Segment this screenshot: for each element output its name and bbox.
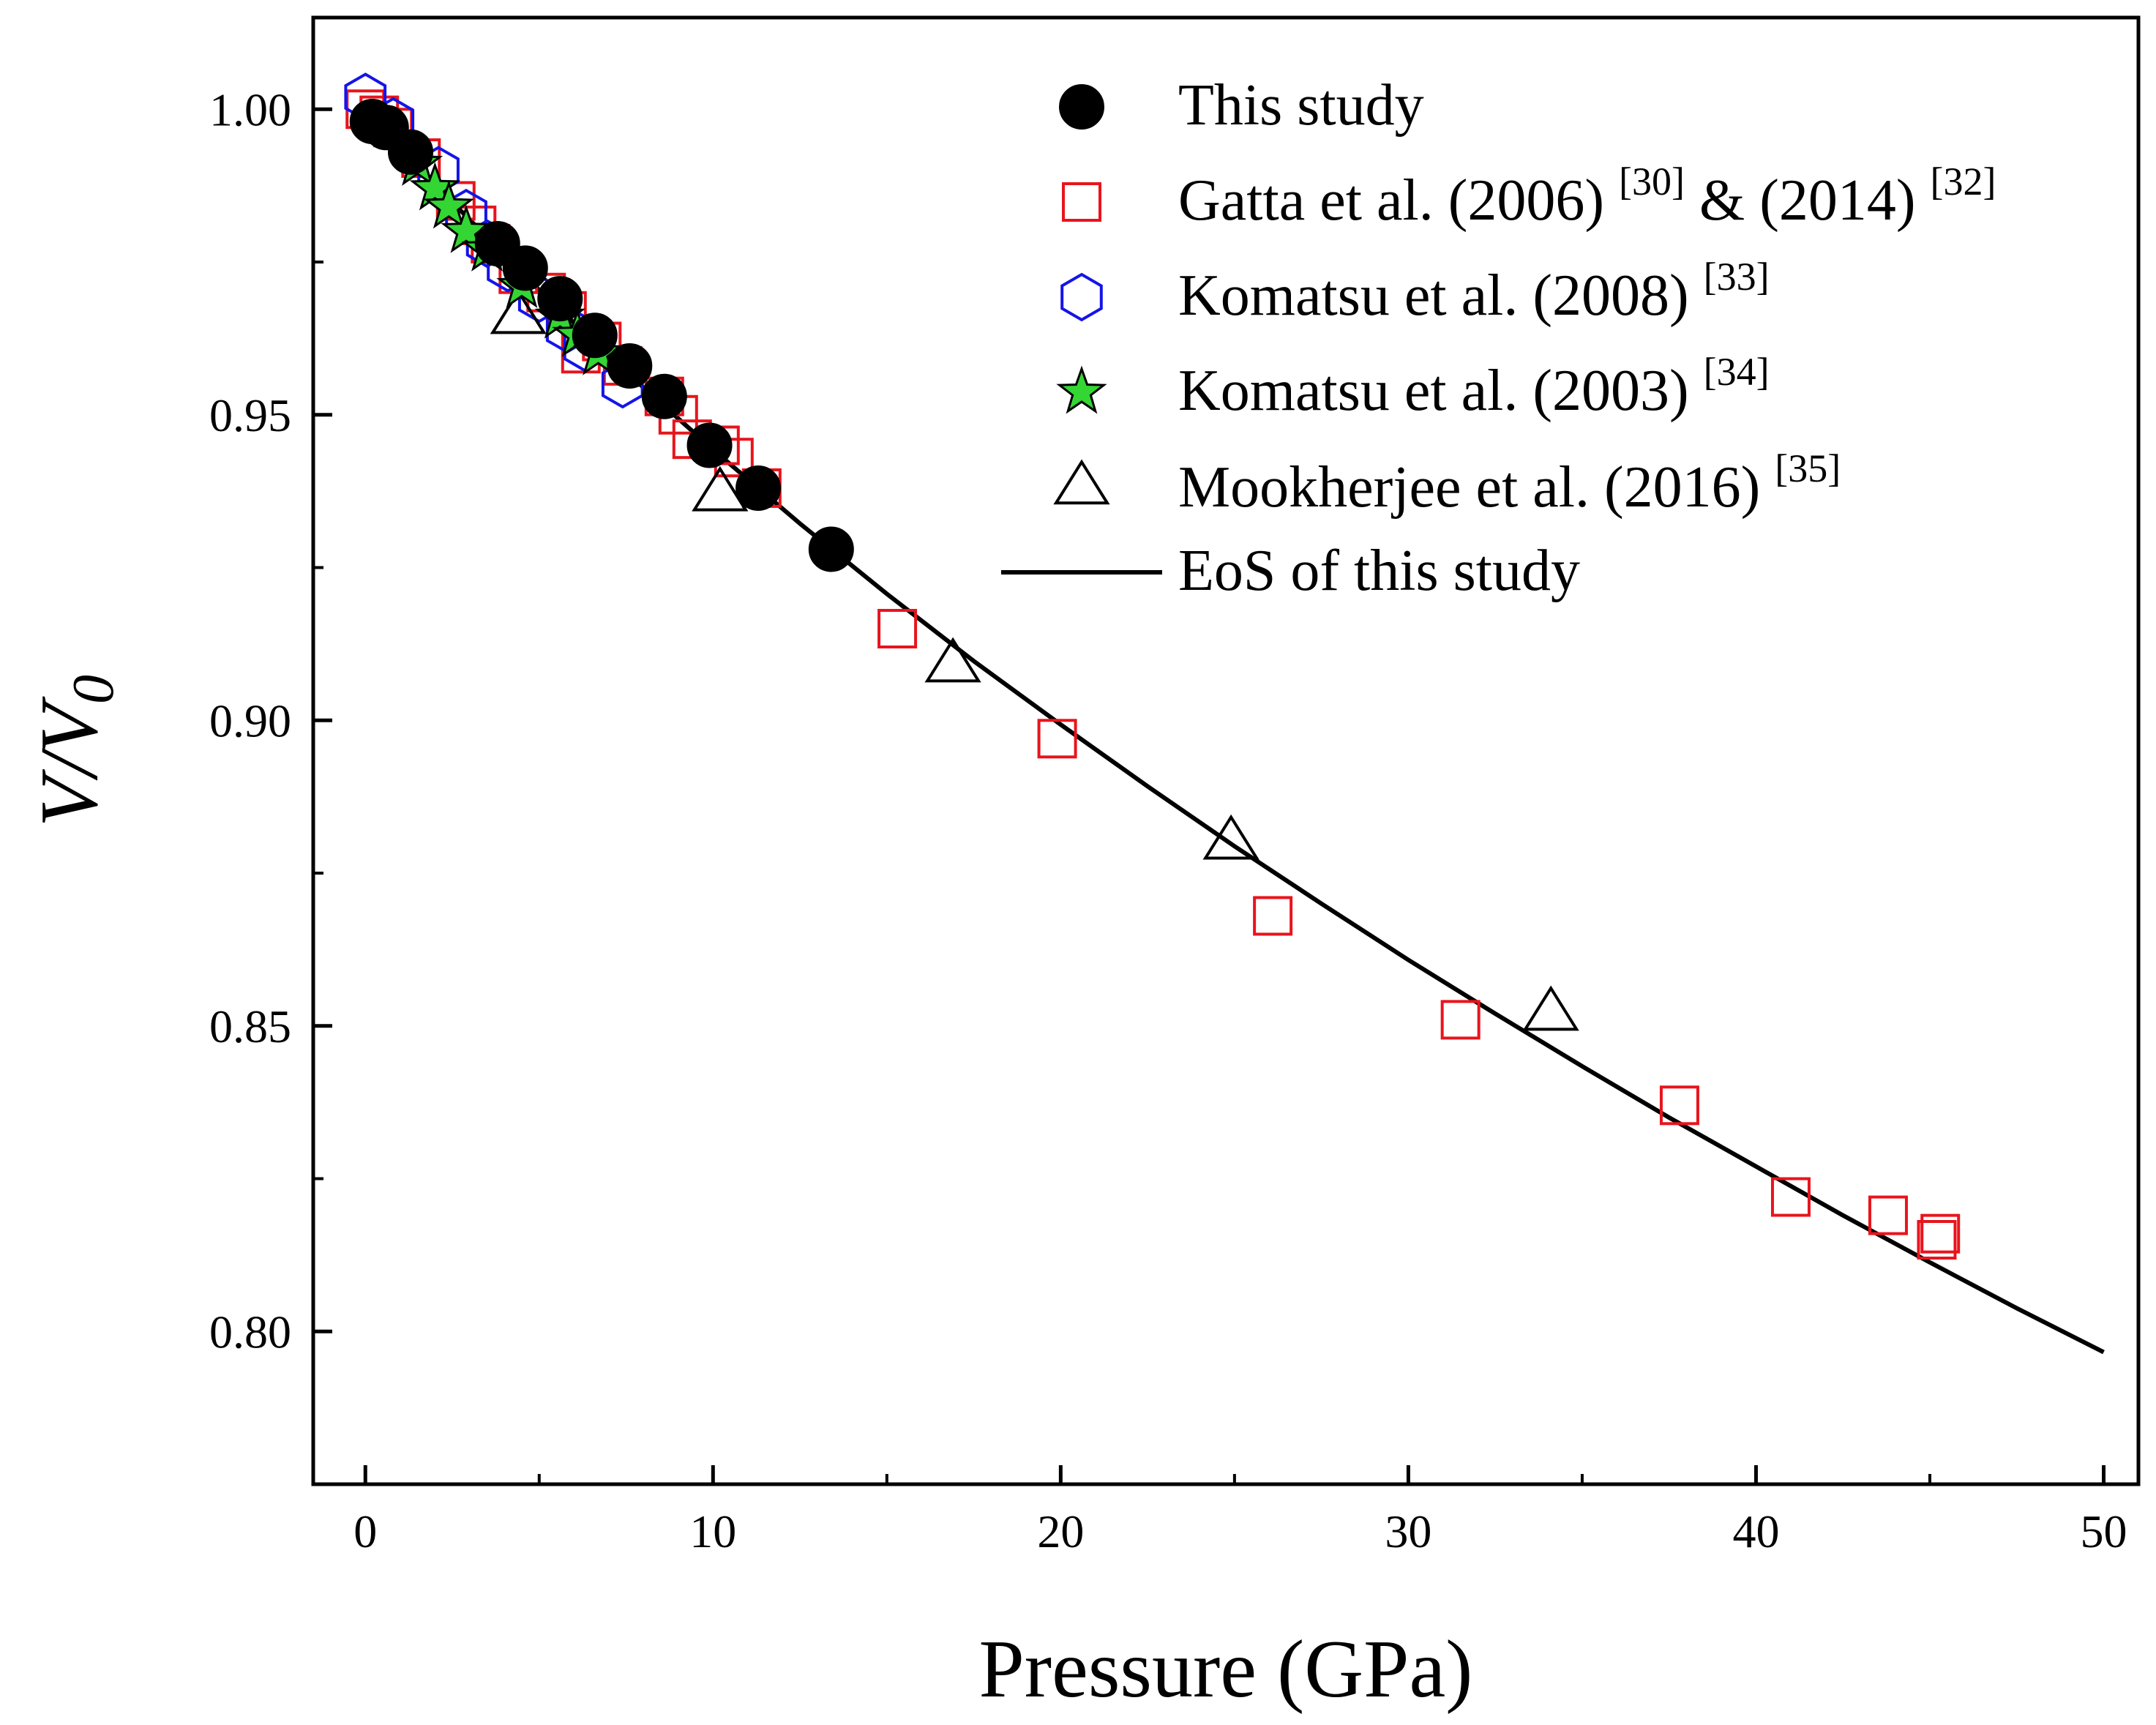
legend-label-mookherjee-name: Mookherjee et al. (2016) [1178,455,1760,520]
legend-label-komatsu-2008: Komatsu et al. (2008) [33] [1178,255,1770,328]
series-mookherjee [490,288,1579,1031]
point-this-study-2 [388,129,434,175]
legend-label-gatta-ref2: [32] [1930,160,1996,203]
point-gatta-26 [1917,1220,1957,1260]
legend-label-this-study: This study [1178,73,1424,138]
point-this-study-10 [735,465,782,511]
legend-label-komatsu-2003-ref: [34] [1704,350,1770,394]
point-mookherjee-3 [1202,814,1259,860]
axis-ticks-layer: 0 10 20 30 40 50 0.80 0.85 0.90 0.95 1.00 [209,83,2127,1557]
x-tick-label-4: 40 [1732,1505,1779,1557]
legend-marker-this-study [1059,84,1104,130]
data-points-layer [344,72,1961,1260]
plot-frame [311,15,2141,1486]
point-mookherjee-4 [1522,985,1579,1031]
legend-marker-komatsu-2003 [1056,365,1107,414]
legend-label-gatta-ref1: [30] [1619,160,1685,203]
point-mookherjee-0 [490,288,547,334]
point-gatta-27 [1920,1213,1961,1254]
x-tick-label-5: 50 [2080,1505,2127,1557]
legend-marker-komatsu-2008 [1060,272,1103,322]
point-this-study-6 [572,313,618,359]
legend: This study Gatta et al. (2006) [30] & (2… [1001,73,1996,603]
point-this-study-5 [537,276,583,322]
y-tick-label-0: 0.80 [209,1306,291,1358]
legend-label-gatta: Gatta et al. (2006) [30] & (2014) [32] [1178,143,1996,233]
point-komatsu-2003-1 [409,162,460,211]
legend-label-komatsu-2008-ref: [33] [1704,255,1770,299]
x-tick-label-1: 10 [689,1505,736,1557]
point-this-study-7 [607,343,653,389]
point-gatta-21 [1253,896,1293,936]
x-tick-label-2: 20 [1037,1505,1084,1557]
y-tick-label-1: 0.85 [209,1000,291,1052]
y-axis-title-main: V/V [24,695,115,827]
y-axis-title-subscript: 0 [61,675,126,704]
point-gatta-22 [1440,1000,1481,1040]
legend-label-mookherjee: Mookherjee et al. (2016) [35] [1178,446,1841,520]
point-gatta-25 [1868,1195,1908,1235]
legend-label-gatta-name: Gatta et al. (2006) [1178,168,1604,233]
legend-label-komatsu-2003-name: Komatsu et al. (2003) [1178,359,1689,423]
point-this-study-9 [686,422,733,468]
legend-label-komatsu-2003: Komatsu et al. (2003) [34] [1178,350,1770,423]
point-gatta-19 [877,609,918,648]
point-mookherjee-2 [924,637,981,683]
point-this-study-4 [502,245,548,291]
point-gatta-24 [1770,1177,1811,1217]
legend-label-komatsu-2008-name: Komatsu et al. (2008) [1178,263,1689,328]
legend-marker-gatta [1062,182,1101,222]
point-komatsu-2003-3 [441,204,492,253]
legend-label-mookherjee-ref: [35] [1775,446,1841,490]
point-mookherjee-1 [692,465,749,512]
legend-markers [1001,84,1162,575]
legend-marker-mookherjee [1053,459,1110,505]
x-axis-title: Pressure (GPa) [979,1624,1473,1715]
point-gatta-23 [1659,1085,1699,1126]
x-tick-label-0: 0 [353,1505,377,1557]
y-tick-label-2: 0.90 [209,695,291,746]
point-this-study-8 [641,373,687,419]
x-tick-label-3: 30 [1385,1505,1431,1557]
point-gatta-20 [1037,719,1077,759]
legend-label-gatta-mid: & (2014) [1699,168,1916,233]
legend-label-eos: EoS of this study [1178,539,1580,603]
series-this-study [349,98,854,572]
point-komatsu-2003-2 [423,180,474,229]
y-tick-label-4: 1.00 [209,83,291,135]
y-axis-title: V/V0 [24,675,126,827]
point-this-study-11 [808,526,854,572]
y-tick-label-3: 0.95 [209,389,291,441]
